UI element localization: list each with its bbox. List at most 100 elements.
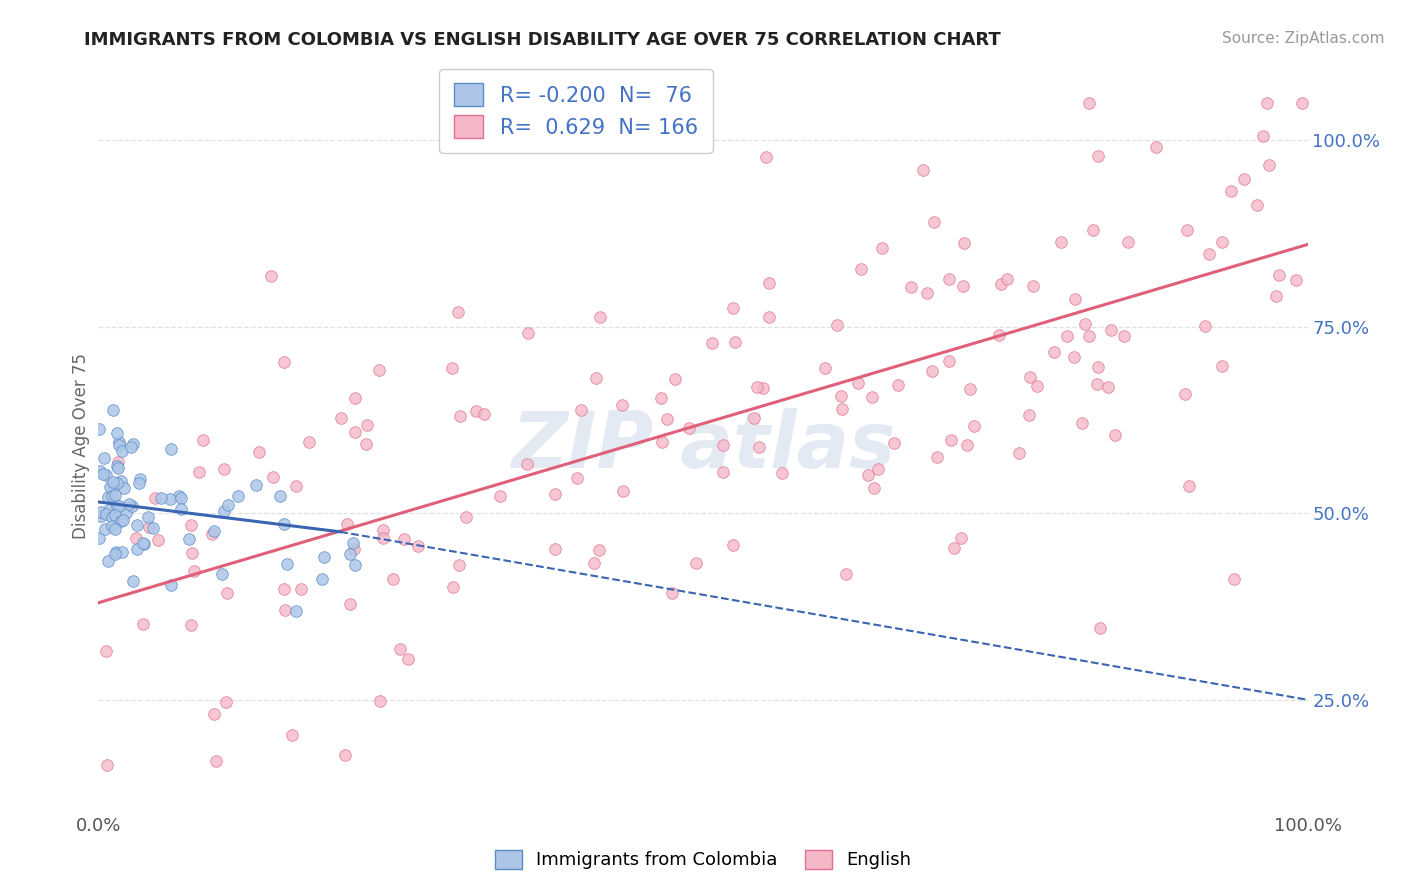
Point <box>742 411 765 425</box>
Point <box>122 574 145 588</box>
Point <box>149 491 172 506</box>
Point <box>269 489 291 503</box>
Point <box>959 382 981 396</box>
Point <box>104 488 127 502</box>
Point <box>1087 359 1109 374</box>
Point <box>169 489 191 503</box>
Legend: R= -0.200  N=  76, R=  0.629  N= 166: R= -0.200 N= 76, R= 0.629 N= 166 <box>440 69 713 153</box>
Point <box>952 278 974 293</box>
Point <box>454 509 477 524</box>
Point <box>333 748 356 763</box>
Point <box>371 531 394 545</box>
Point <box>721 538 744 552</box>
Point <box>107 455 129 469</box>
Point <box>290 582 312 597</box>
Point <box>650 391 672 405</box>
Point <box>488 489 510 503</box>
Point <box>862 390 884 404</box>
Point <box>342 535 364 549</box>
Point <box>134 537 156 551</box>
Point <box>108 435 131 450</box>
Point <box>121 437 143 451</box>
Point <box>160 577 183 591</box>
Point <box>831 402 853 417</box>
Point <box>101 475 124 490</box>
Point <box>516 326 538 341</box>
Point <box>678 421 700 435</box>
Point <box>1116 235 1139 250</box>
Point <box>104 545 127 559</box>
Point <box>90 505 112 519</box>
Point <box>406 540 429 554</box>
Point <box>107 460 129 475</box>
Point <box>1070 417 1092 431</box>
Point <box>204 754 226 768</box>
Point <box>87 422 110 436</box>
Point <box>447 305 470 319</box>
Point <box>382 572 405 586</box>
Point <box>711 438 734 452</box>
Point <box>1112 329 1135 343</box>
Point <box>440 361 463 376</box>
Point <box>921 364 943 378</box>
Y-axis label: Disability Age Over 75: Disability Age Over 75 <box>72 353 90 539</box>
Point <box>112 481 135 495</box>
Point <box>94 522 117 536</box>
Point <box>963 418 986 433</box>
Point <box>612 484 634 499</box>
Point <box>311 572 333 586</box>
Point <box>863 481 886 495</box>
Point <box>202 707 225 722</box>
Point <box>212 504 235 518</box>
Point <box>97 491 120 505</box>
Point <box>465 404 488 418</box>
Point <box>1018 408 1040 422</box>
Point <box>131 617 153 632</box>
Point <box>1251 128 1274 143</box>
Point <box>883 435 905 450</box>
Point <box>131 535 153 549</box>
Point <box>758 276 780 290</box>
Point <box>94 467 117 482</box>
Point <box>911 163 934 178</box>
Point <box>887 378 910 392</box>
Point <box>343 392 366 406</box>
Point <box>121 499 143 513</box>
Point <box>685 557 707 571</box>
Point <box>108 499 131 513</box>
Point <box>651 435 673 450</box>
Point <box>1043 344 1066 359</box>
Point <box>1268 268 1291 282</box>
Point <box>1056 328 1078 343</box>
Point <box>367 362 389 376</box>
Point <box>1223 572 1246 586</box>
Point <box>343 542 366 557</box>
Point <box>1211 235 1233 249</box>
Text: IMMIGRANTS FROM COLOMBIA VS ENGLISH DISABILITY AGE OVER 75 CORRELATION CHART: IMMIGRANTS FROM COLOMBIA VS ENGLISH DISA… <box>84 31 1001 49</box>
Point <box>142 521 165 535</box>
Point <box>101 509 124 524</box>
Point <box>276 558 298 572</box>
Point <box>1144 139 1167 153</box>
Point <box>284 479 307 493</box>
Point <box>336 517 359 532</box>
Point <box>247 445 270 459</box>
Point <box>856 468 879 483</box>
Point <box>834 567 856 582</box>
Point <box>188 465 211 479</box>
Point <box>111 443 134 458</box>
Point <box>100 518 122 533</box>
Point <box>371 523 394 537</box>
Point <box>202 524 225 538</box>
Point <box>1174 387 1197 401</box>
Point <box>1104 428 1126 442</box>
Point <box>830 388 852 402</box>
Point <box>938 272 960 286</box>
Point <box>724 335 747 350</box>
Point <box>956 437 979 451</box>
Point <box>745 380 768 394</box>
Point <box>89 532 111 546</box>
Point <box>748 440 770 454</box>
Point <box>1078 328 1101 343</box>
Point <box>343 425 366 439</box>
